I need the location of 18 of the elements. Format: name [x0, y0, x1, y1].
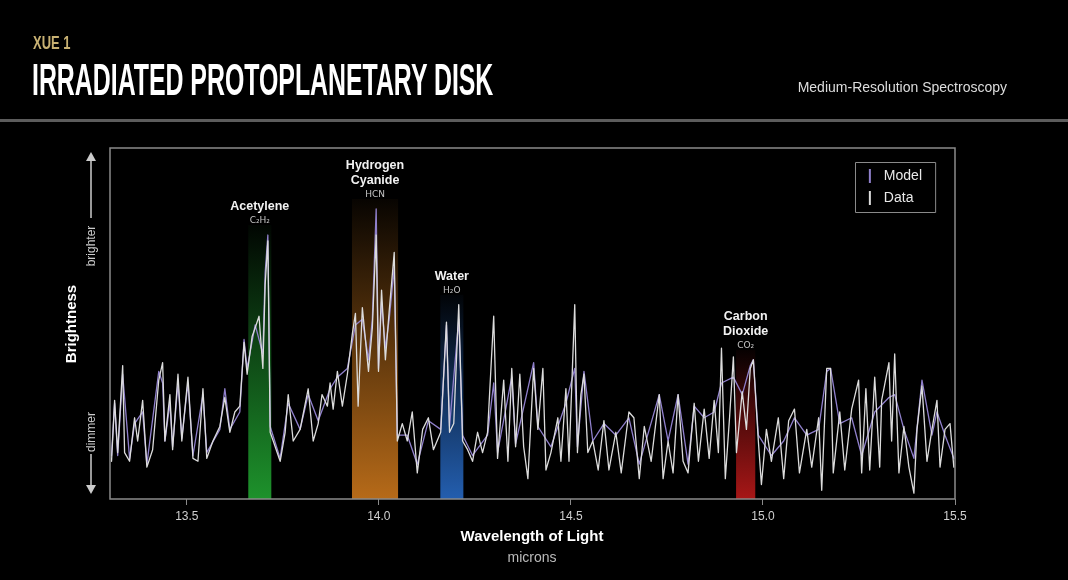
x-tick-label: 14.5	[559, 508, 583, 523]
text: brighter	[84, 225, 98, 267]
x-tick-label: 14.0	[367, 508, 391, 523]
legend-label: Data	[883, 188, 914, 205]
x-tick-label: 15.0	[751, 508, 775, 523]
band-label: Hydrogen Cyanide HCN	[345, 157, 405, 199]
band-label: Acetylene C₂H₂	[230, 199, 290, 226]
band-label: Water H₂O	[434, 268, 470, 295]
band-label: Carbon Dioxide CO₂	[723, 308, 769, 350]
chart-subtitle: Medium-Resolution Spectroscopy	[797, 79, 1007, 95]
text: XUE 1	[33, 33, 71, 53]
chart-title: IRRADIATED PROTOPLANETARY DISK	[32, 55, 494, 104]
x-tick-label: 15.5	[943, 508, 967, 523]
legend-label: Model	[883, 166, 923, 183]
text: dimmer	[84, 411, 98, 453]
x-axis-title: Wavelength of Light microns	[460, 527, 604, 565]
x-tick-label: 13.5	[175, 508, 199, 523]
y-axis-title: Brightness	[61, 284, 79, 363]
